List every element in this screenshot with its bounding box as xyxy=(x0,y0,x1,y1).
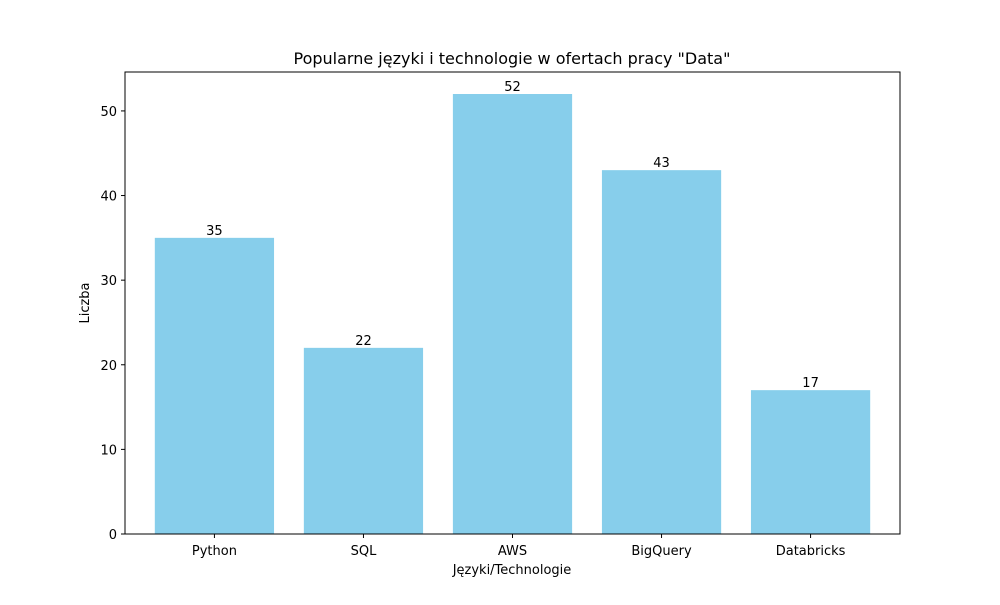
x-tick-label-aws: AWS xyxy=(498,544,527,559)
bars-layer: 35 22 52 43 17 xyxy=(154,80,871,534)
y-tick-label: 30 xyxy=(100,274,117,289)
data-label-python: 35 xyxy=(206,224,223,239)
data-label-sql: 22 xyxy=(355,334,372,349)
y-tick-label: 40 xyxy=(100,190,117,205)
y-tick-label: 50 xyxy=(100,105,117,120)
y-tick-label: 10 xyxy=(100,443,117,458)
x-tick-label-python: Python xyxy=(192,544,237,559)
y-tick-label: 0 xyxy=(109,528,117,543)
plot-area-frame xyxy=(124,71,901,535)
bar-sql xyxy=(303,347,424,534)
x-axis: Python SQL AWS BigQuery Databricks xyxy=(192,534,846,559)
bar-databricks xyxy=(750,390,871,534)
x-axis-label: Języki/Technologie xyxy=(452,563,572,578)
y-tick-label: 20 xyxy=(100,359,117,374)
x-tick-label-databricks: Databricks xyxy=(776,544,846,559)
data-label-aws: 52 xyxy=(504,80,521,95)
bar-bigquery xyxy=(601,170,722,534)
y-axis: 0 10 20 30 40 50 xyxy=(100,105,125,543)
x-tick-label-bigquery: BigQuery xyxy=(631,544,692,559)
data-label-bigquery: 43 xyxy=(653,156,670,171)
x-tick-label-sql: SQL xyxy=(351,544,377,559)
bar-python xyxy=(154,237,275,534)
bar-aws xyxy=(452,94,573,534)
y-axis-label: Liczba xyxy=(78,282,93,323)
chart-title: Popularne języki i technologie w ofertac… xyxy=(294,49,731,68)
data-label-databricks: 17 xyxy=(802,376,819,391)
